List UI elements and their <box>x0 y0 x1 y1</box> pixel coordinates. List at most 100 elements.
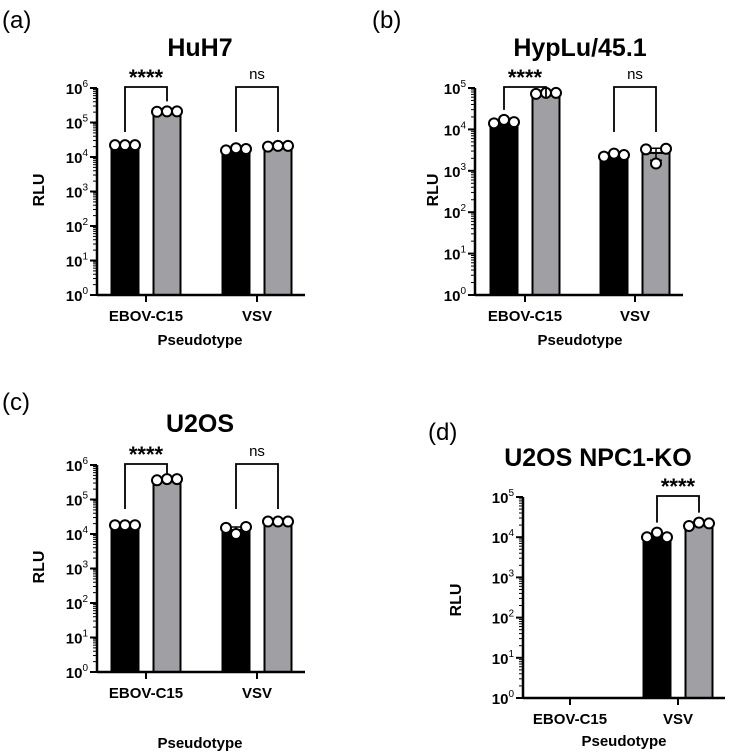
y-tick-label: 105 <box>66 114 89 133</box>
significance-bracket <box>124 463 168 509</box>
data-point <box>161 105 173 118</box>
data-point <box>640 143 652 156</box>
y-tick-label: 106 <box>66 79 89 98</box>
x-tick-label: VSV <box>242 685 272 702</box>
data-point <box>488 117 500 130</box>
significance-label: **** <box>129 65 164 90</box>
y-tick-label: 101 <box>444 245 467 264</box>
data-point <box>129 519 141 532</box>
significance-label: ns <box>249 66 265 83</box>
data-point <box>171 473 183 486</box>
data-point <box>220 144 232 157</box>
x-tick-label: EBOV-C15 <box>533 711 607 728</box>
bar <box>263 520 293 673</box>
data-point <box>272 515 284 528</box>
x-axis-label: Pseudotype <box>157 735 242 752</box>
x-tick-label: EBOV-C15 <box>109 685 183 702</box>
x-axis-label: Pseudotype <box>537 332 622 349</box>
y-axis-label: RLU <box>31 174 48 207</box>
data-point <box>240 520 252 533</box>
bar <box>110 524 140 674</box>
y-tick-label: 105 <box>66 491 89 510</box>
data-point <box>651 526 663 539</box>
data-point <box>661 531 673 544</box>
y-tick-label: 104 <box>66 525 89 544</box>
chart-title: HuH7 <box>167 34 232 62</box>
bar <box>221 148 251 296</box>
bar <box>531 92 561 296</box>
x-tick-label: EBOV-C15 <box>109 308 183 325</box>
bar <box>641 151 671 296</box>
data-point <box>119 519 131 532</box>
y-tick-label: 102 <box>66 217 89 236</box>
data-point <box>498 113 510 126</box>
y-tick-label: 100 <box>66 663 89 682</box>
y-tick-label: 103 <box>66 560 89 579</box>
y-tick-label: 103 <box>66 183 89 202</box>
y-tick-label: 100 <box>444 286 467 305</box>
data-point <box>262 515 274 528</box>
y-tick-label: 102 <box>492 609 515 628</box>
bar <box>263 145 293 296</box>
y-tick-label: 104 <box>492 528 515 547</box>
significance-label: **** <box>129 442 164 467</box>
data-point <box>660 142 672 155</box>
panel-label: (d) <box>428 419 457 446</box>
data-point <box>119 139 131 152</box>
y-axis-label: RLU <box>31 551 48 584</box>
data-point <box>683 519 695 532</box>
y-tick-label: 101 <box>66 629 89 648</box>
data-point <box>151 474 163 487</box>
y-tick-label: 102 <box>66 594 89 613</box>
panel-label: (b) <box>372 7 401 34</box>
panel-label: (c) <box>2 389 30 416</box>
significance-bracket <box>503 86 547 110</box>
data-point <box>109 519 121 532</box>
data-point <box>598 150 610 163</box>
data-point <box>703 517 715 530</box>
bar <box>221 529 251 674</box>
data-point <box>171 105 183 118</box>
y-tick-label: 103 <box>444 162 467 181</box>
significance-label: **** <box>508 65 543 90</box>
x-tick-label: VSV <box>620 308 650 325</box>
data-point <box>109 139 121 152</box>
significance-label: ns <box>627 66 643 83</box>
bar <box>684 523 714 699</box>
chart-title: U2OS NPC1-KO <box>504 444 692 472</box>
significance-label: ns <box>249 443 265 460</box>
y-tick-label: 100 <box>66 286 89 305</box>
y-tick-label: 101 <box>492 649 515 668</box>
data-point <box>550 86 562 99</box>
data-point <box>282 139 294 152</box>
panel-label: (a) <box>2 7 31 34</box>
bar <box>489 121 519 297</box>
data-point <box>262 140 274 153</box>
data-point <box>608 147 620 160</box>
data-point <box>618 149 630 162</box>
y-tick-label: 101 <box>66 252 89 271</box>
data-point <box>230 528 242 540</box>
data-point <box>641 531 653 544</box>
data-point <box>282 515 294 528</box>
data-point <box>508 116 520 129</box>
bar <box>599 154 629 296</box>
data-point <box>161 473 173 486</box>
bar <box>152 478 182 673</box>
data-point <box>272 139 284 152</box>
significance-bracket <box>235 86 279 132</box>
y-tick-label: 106 <box>66 456 89 475</box>
bar <box>152 110 182 296</box>
significance-bracket <box>124 86 168 132</box>
y-tick-label: 103 <box>492 568 515 587</box>
chart-title: U2OS <box>166 410 234 438</box>
significance-label: **** <box>661 474 696 499</box>
data-point <box>151 105 163 118</box>
x-tick-label: EBOV-C15 <box>488 308 562 325</box>
x-axis-label: Pseudotype <box>157 332 242 349</box>
y-tick-label: 102 <box>444 203 467 222</box>
y-axis-label: RLU <box>448 584 465 617</box>
y-tick-label: 105 <box>492 488 515 507</box>
chart-panel-b: (b) HypLu/45.1 RLU Pseudotype 100 101 102 103 10… <box>372 7 683 349</box>
